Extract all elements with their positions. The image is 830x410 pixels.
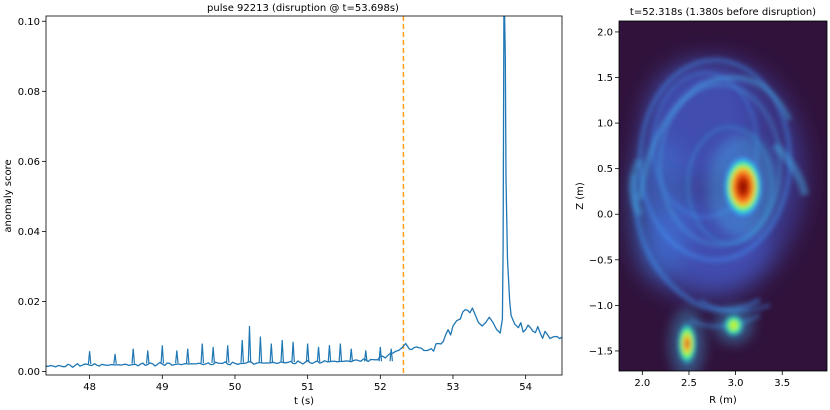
anomaly-spike-6	[185, 348, 190, 364]
anomaly-spike-14	[280, 339, 284, 363]
anomaly-spike-23	[389, 348, 394, 362]
line-x-tick-label-6: 54	[519, 382, 532, 393]
heatmap-y-axis: −1.5 −1.0 −0.5 0.0 0.5 1.0 1.5 2.0	[589, 27, 619, 357]
heatmap-x-tick-label-0: 2.0	[634, 378, 650, 389]
anomaly-spike-2	[131, 348, 136, 364]
line-y-tick-label-2: 0.04	[18, 227, 40, 238]
anomaly-score-line	[46, 16, 562, 368]
line-x-tick-label-5: 53	[447, 382, 460, 393]
line-x-axis-label: t (s)	[294, 396, 314, 407]
heatmap-x-tick-label-2: 3.0	[728, 378, 744, 389]
line-y-tick-label-0: 0.00	[18, 367, 40, 378]
heatmap-hotspots	[669, 135, 780, 371]
heatmap-frame	[618, 20, 828, 372]
anomaly-spike-20	[349, 348, 354, 362]
heatmap-rings	[628, 58, 809, 329]
anomaly-spike-4	[160, 345, 165, 364]
line-y-tick-label-3: 0.06	[18, 157, 40, 168]
line-y-tick-label-4: 0.08	[18, 87, 40, 98]
heatmap-title: t=52.318s (1.380s before disruption)	[630, 7, 816, 18]
anomaly-spike-9	[225, 345, 230, 363]
line-chart-title: pulse 92213 (disruption @ t=53.698s)	[207, 3, 399, 14]
anomaly-spike-12	[258, 336, 263, 363]
heatmap-y-tick-label-5: 1.0	[597, 119, 613, 130]
line-plot-frame	[45, 15, 563, 376]
anomaly-score-chart: pulse 92213 (disruption @ t=53.698s) 48 4…	[3, 3, 563, 407]
anomaly-spike-0	[87, 351, 92, 365]
line-y-tick-label-5: 0.10	[18, 17, 40, 28]
heatmap-y-tick-label-4: 0.5	[597, 164, 613, 175]
anomaly-spike-22	[378, 346, 383, 362]
heatmap-y-axis-label: Z (m)	[575, 182, 586, 210]
line-x-tick-label-2: 50	[229, 382, 242, 393]
anomaly-spike-10	[240, 339, 245, 363]
heatmap-image	[619, 21, 827, 371]
hotspot-2	[722, 313, 745, 338]
heatmap-y-tick-label-6: 1.5	[597, 73, 613, 84]
anomaly-spike-15	[291, 341, 295, 363]
line-x-tick-label-3: 51	[301, 382, 314, 393]
tomography-heatmap: t=52.318s (1.380s before disruption)	[575, 7, 828, 406]
anomaly-spike-3	[145, 350, 150, 364]
anomaly-spike-18	[327, 345, 332, 362]
line-y-tick-label-1: 0.02	[18, 297, 40, 308]
anomaly-spike-16	[305, 343, 310, 363]
hotspot-0	[723, 154, 764, 219]
anomaly-spike-21	[363, 350, 368, 362]
line-x-tick-label-0: 48	[83, 382, 96, 393]
anomaly-spike-17	[316, 346, 321, 362]
anomaly-spike-19	[338, 343, 343, 362]
heatmap-y-tick-label-7: 2.0	[597, 27, 613, 38]
heatmap-y-tick-label-3: 0.0	[597, 210, 613, 221]
anomaly-spike-11	[247, 325, 252, 363]
anomaly-spike-7	[200, 343, 205, 364]
heatmap-y-tick-label-2: −0.5	[589, 255, 613, 266]
anomaly-spike-5	[175, 350, 179, 364]
hotspot-1	[677, 321, 698, 366]
line-y-axis-label: anomaly score	[3, 159, 14, 232]
line-marks	[46, 16, 562, 375]
heatmap-x-axis: 2.0 2.5 3.0 3.5	[634, 371, 790, 389]
line-x-axis: 48 49 50 51 52 53 54	[83, 375, 532, 393]
line-y-axis: 0.00 0.02 0.04 0.06 0.08 0.10	[18, 17, 46, 378]
heatmap-x-tick-label-3: 3.5	[774, 378, 790, 389]
line-x-tick-label-4: 52	[374, 382, 387, 393]
heatmap-y-tick-label-0: −1.5	[589, 346, 613, 357]
line-plot-area	[46, 16, 562, 375]
line-x-tick-label-1: 49	[156, 382, 169, 393]
heatmap-x-tick-label-1: 2.5	[681, 378, 697, 389]
heatmap-y-tick-label-1: −1.0	[589, 301, 613, 312]
anomaly-spike-13	[269, 343, 274, 363]
anomaly-spike-1	[113, 353, 117, 364]
heatmap-x-axis-label: R (m)	[709, 395, 737, 406]
anomaly-spike-8	[211, 346, 215, 363]
